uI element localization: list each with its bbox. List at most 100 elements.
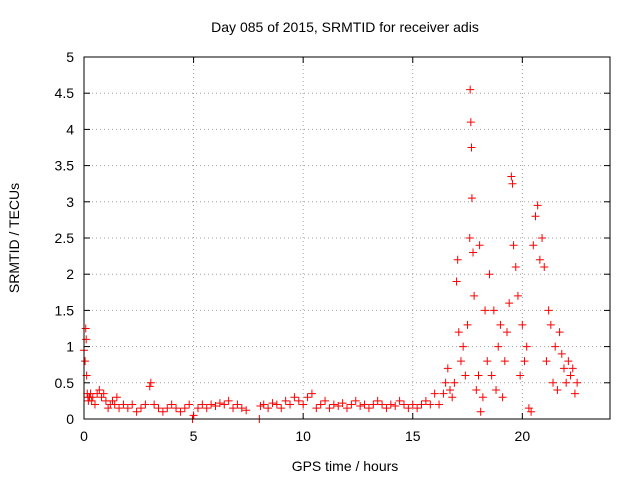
data-point xyxy=(470,291,479,300)
data-point xyxy=(516,371,525,380)
data-point xyxy=(553,386,562,395)
data-point xyxy=(404,404,413,413)
data-point xyxy=(312,404,321,413)
data-point xyxy=(334,401,343,410)
data-point xyxy=(391,401,400,410)
data-point xyxy=(141,400,150,409)
data-point xyxy=(496,320,505,329)
data-point xyxy=(198,400,207,409)
data-point xyxy=(527,407,536,416)
plot-frame xyxy=(83,56,611,420)
data-point xyxy=(426,400,435,409)
data-point xyxy=(104,404,113,413)
data-point xyxy=(281,396,290,405)
data-point xyxy=(413,404,422,413)
data-point xyxy=(268,399,277,408)
data-point xyxy=(529,241,538,250)
data-point xyxy=(466,118,475,127)
data-point xyxy=(570,389,579,398)
y-tick-label: 0 xyxy=(66,411,74,427)
data-point xyxy=(386,400,395,409)
data-points xyxy=(80,85,582,423)
data-point xyxy=(453,255,462,264)
data-point xyxy=(492,386,501,395)
x-tick-label: 20 xyxy=(515,428,531,444)
data-point xyxy=(395,396,404,405)
data-point xyxy=(481,306,490,315)
data-point xyxy=(154,404,163,413)
data-point xyxy=(555,328,564,337)
data-point xyxy=(378,400,387,409)
data-point xyxy=(347,400,356,409)
data-point xyxy=(224,396,233,405)
data-point xyxy=(220,400,229,409)
data-point xyxy=(511,262,520,271)
data-point xyxy=(435,400,444,409)
y-tick-label: 5 xyxy=(66,49,74,65)
data-point xyxy=(242,406,251,415)
data-point xyxy=(294,396,303,405)
data-point xyxy=(452,277,461,286)
data-point xyxy=(128,400,137,409)
data-point xyxy=(465,234,474,242)
y-tick-label: 0.5 xyxy=(55,375,75,391)
data-point xyxy=(509,241,518,250)
data-point xyxy=(277,404,286,413)
data-point xyxy=(472,386,481,395)
data-point xyxy=(369,400,378,409)
data-point xyxy=(483,357,492,366)
y-axis-ticks: 0 0.5 1 1.5 2 2.5 3 3.5 4 4.5 5 xyxy=(55,49,610,427)
data-point xyxy=(417,400,426,409)
data-point xyxy=(185,400,194,409)
data-point xyxy=(454,328,463,337)
data-point xyxy=(467,143,476,152)
data-point xyxy=(163,404,172,413)
data-point xyxy=(110,400,119,409)
data-point xyxy=(264,404,273,413)
data-point xyxy=(430,389,439,398)
data-point xyxy=(382,404,391,413)
grid xyxy=(84,57,610,419)
data-point xyxy=(259,400,268,409)
data-point xyxy=(167,400,176,409)
data-point xyxy=(408,400,417,409)
data-point xyxy=(115,404,124,413)
data-point xyxy=(189,411,198,420)
y-axis-label: SRMTID / TECUs xyxy=(6,183,22,293)
data-point xyxy=(145,382,154,391)
data-point xyxy=(478,393,487,402)
data-point xyxy=(474,371,483,380)
data-point xyxy=(233,400,242,409)
data-point xyxy=(524,404,533,413)
data-point xyxy=(485,270,494,279)
y-tick-label: 4.5 xyxy=(55,85,75,101)
data-point xyxy=(87,396,96,405)
data-point xyxy=(112,393,121,402)
data-point xyxy=(461,371,470,380)
data-point xyxy=(421,396,430,405)
data-point xyxy=(307,389,316,398)
data-point xyxy=(518,320,527,329)
data-point xyxy=(158,407,167,416)
data-point xyxy=(207,400,216,409)
data-point xyxy=(316,400,325,409)
data-point xyxy=(202,404,211,413)
data-point xyxy=(544,306,553,315)
data-point xyxy=(237,404,246,413)
data-point xyxy=(119,400,128,409)
data-point xyxy=(559,364,568,373)
data-point xyxy=(439,389,448,398)
data-point xyxy=(172,404,181,413)
data-point xyxy=(531,212,540,221)
data-point xyxy=(542,357,551,366)
data-point xyxy=(136,404,145,413)
data-point xyxy=(562,378,571,387)
x-axis-ticks: 0 5 10 15 20 xyxy=(80,57,530,444)
data-point xyxy=(448,393,457,402)
data-point xyxy=(97,393,106,402)
y-tick-label: 2 xyxy=(66,266,74,282)
data-point xyxy=(564,357,573,366)
data-point xyxy=(364,404,373,413)
y-tick-label: 4 xyxy=(66,121,74,137)
data-point xyxy=(568,364,577,373)
